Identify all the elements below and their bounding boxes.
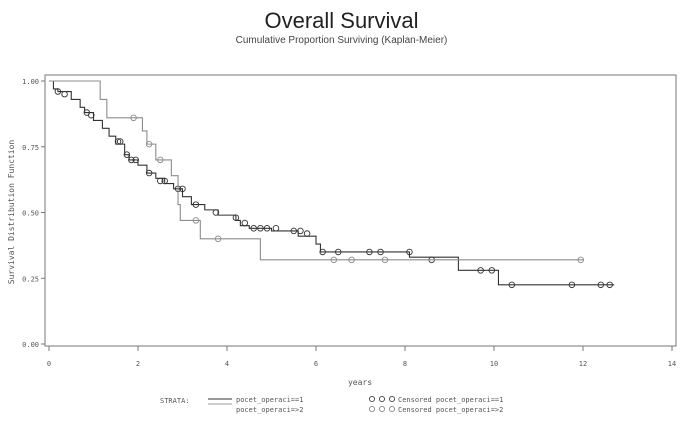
legend-label-group2: pocet_operaci=>2 xyxy=(236,406,303,414)
censor-marker-1 xyxy=(366,248,373,256)
censor-marker-1 xyxy=(116,138,124,145)
y-tick-label: 0.75 xyxy=(22,144,39,152)
censor-marker-1 xyxy=(568,281,576,289)
censor-marker-2 xyxy=(156,156,164,164)
censor-marker-1 xyxy=(192,201,200,208)
legend-censor-marker-2 xyxy=(388,405,396,413)
legend-censor-marker-2 xyxy=(368,405,376,413)
censor-marker-1 xyxy=(128,156,135,164)
y-tick-label: 0.25 xyxy=(22,275,39,283)
censor-marker-1 xyxy=(156,177,164,185)
censor-marker-1 xyxy=(272,225,280,232)
x-tick-label: 6 xyxy=(314,360,318,368)
censor-marker-1 xyxy=(123,151,131,158)
curves xyxy=(49,80,615,289)
censor-marker-1 xyxy=(335,248,342,256)
x-tick-label: 10 xyxy=(490,360,498,368)
censor-marker-1 xyxy=(319,248,326,256)
x-tick-label: 14 xyxy=(668,360,676,368)
censor-marker-1 xyxy=(297,227,304,235)
censor-marker-1 xyxy=(61,90,68,98)
x-tick-label: 8 xyxy=(403,360,407,368)
y-tick-label: 0.00 xyxy=(22,341,39,349)
km-curve-2 xyxy=(49,80,583,261)
x-tick-label: 2 xyxy=(136,360,140,368)
x-axis: 0 2 4 6 8 10 12 14 xyxy=(47,346,676,368)
x-tick-label: 12 xyxy=(579,360,587,368)
censor-marker-1 xyxy=(232,214,240,222)
censor-marker-1 xyxy=(508,281,516,289)
censor-marker-1 xyxy=(597,281,605,289)
censor-marker-1 xyxy=(377,248,384,256)
censor-marker-1 xyxy=(88,111,95,119)
km-curve-1 xyxy=(49,80,615,286)
legend-censor-marker-2 xyxy=(378,405,386,413)
censor-marker-1 xyxy=(406,248,413,256)
legend-censor-marker-1 xyxy=(378,395,386,403)
y-axis-label: Survival Distribution Function xyxy=(7,140,16,285)
censor-marker-2 xyxy=(330,256,338,264)
censor-marker-1 xyxy=(477,267,484,274)
censor-marker-2 xyxy=(577,256,585,264)
censor-marker-1 xyxy=(212,209,220,216)
censor-marker-2 xyxy=(348,256,355,264)
legend-censor-marker-1 xyxy=(368,395,376,403)
censor-marker-1 xyxy=(132,156,140,164)
x-tick-label: 0 xyxy=(47,360,51,368)
censor-marker-2 xyxy=(145,140,153,148)
legend-censored-group1: Censored pocet_operaci==1 xyxy=(398,396,503,404)
y-tick-label: 1.00 xyxy=(22,78,39,86)
y-tick-label: 0.50 xyxy=(22,210,39,218)
censor-marker-1 xyxy=(257,225,264,232)
censor-marker-1 xyxy=(161,177,168,185)
censor-marker-1 xyxy=(263,225,271,232)
censor-marker-1 xyxy=(145,169,153,177)
legend-censor-marker-1 xyxy=(388,395,396,403)
censor-marker-1 xyxy=(114,138,122,145)
censor-marker-1 xyxy=(488,267,496,274)
censor-marker-1 xyxy=(179,185,186,193)
chart-title: Overall Survival xyxy=(264,8,419,33)
censor-marker-1 xyxy=(54,88,62,95)
censor-marker-1 xyxy=(303,230,311,237)
censor-marker-1 xyxy=(241,219,249,227)
censor-marker-2 xyxy=(130,114,137,122)
y-axis: 0.00 0.25 0.50 0.75 1.00 xyxy=(22,78,45,349)
legend-strata-label: STRATA: xyxy=(160,397,190,405)
censor-marker-1 xyxy=(606,281,613,289)
x-tick-label: 4 xyxy=(225,360,229,368)
chart-subtitle: Cumulative Proportion Surviving (Kaplan-… xyxy=(235,35,448,46)
legend-label-group1: pocet_operaci==1 xyxy=(236,396,303,404)
censor-marker-2 xyxy=(214,235,222,243)
legend-censored-group2: Censored pocet_operaci=>2 xyxy=(398,406,503,414)
censor-marker-2 xyxy=(192,217,200,224)
x-axis-label: years xyxy=(348,378,372,387)
censor-marker-1 xyxy=(250,225,257,232)
censor-marker-1 xyxy=(290,227,298,235)
censor-marker-2 xyxy=(381,256,389,264)
legend: STRATA: pocet_operaci==1 pocet_operaci=>… xyxy=(160,395,503,414)
plot-frame xyxy=(44,74,677,347)
